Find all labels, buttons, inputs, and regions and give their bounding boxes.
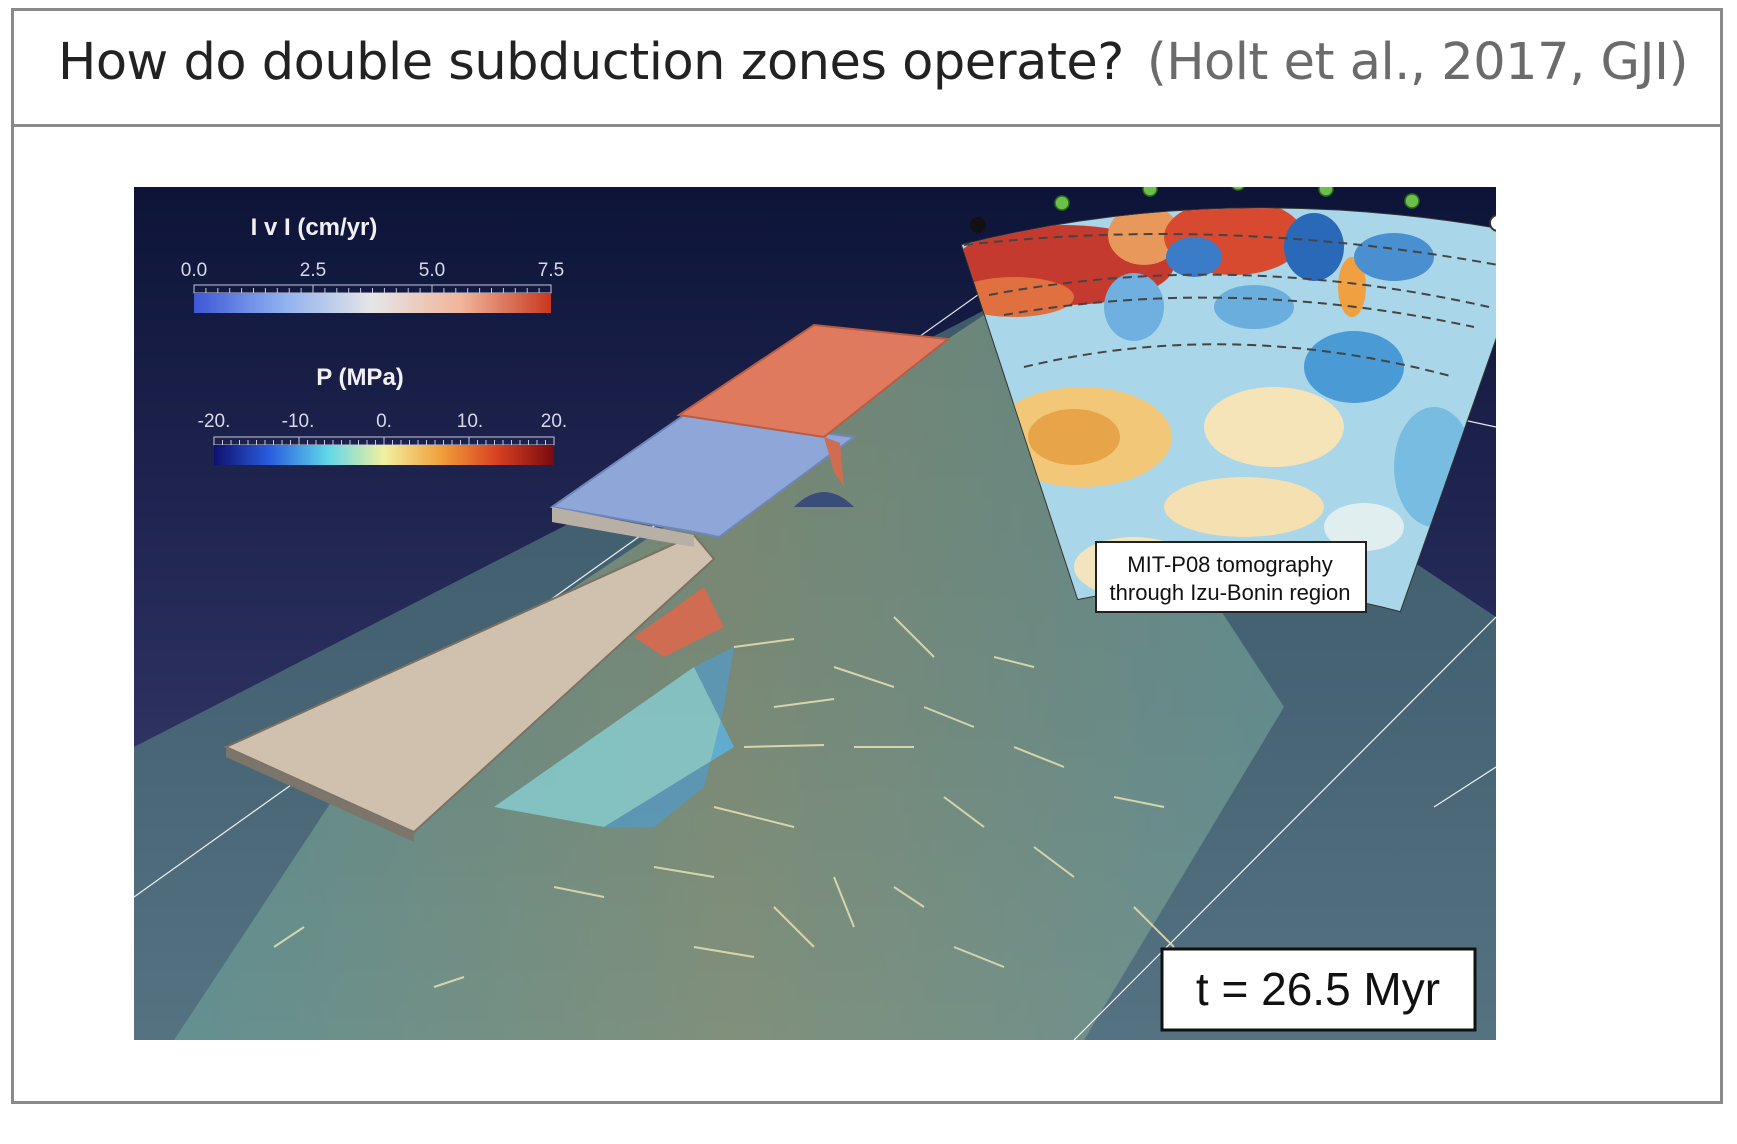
profile-endpoint-marker [970,217,986,233]
pressure-tick-label: 10. [457,411,483,432]
subducting-plate-edge [226,747,414,842]
simulation-render: I v I (cm/yr) 0.0 2.5 5.0 7.5 P (MPa) -2… [134,187,1496,1040]
pressure-gradient [214,445,554,465]
middle-plate-edge [552,507,694,547]
velocity-colorbar: I v I (cm/yr) 0.0 2.5 5.0 7.5 [181,214,564,313]
slide-frame: How do double subduction zones operate? … [11,8,1723,1104]
pressure-tick-label: -10. [282,411,315,432]
velocity-tick-label: 2.5 [300,260,326,281]
slab-pressure-shadow [604,647,734,827]
tomography-label-line1: MIT-P08 tomography [1127,552,1332,577]
velocity-gradient [194,293,551,313]
slide-title: How do double subduction zones operate? [58,33,1124,92]
trench-marker [1404,193,1420,209]
velocity-tick-label: 0.0 [181,260,207,281]
trench-marker [1142,187,1158,197]
overriding-slab-dip [824,437,844,487]
trench-marker [1054,195,1070,211]
middle-plate [549,413,857,539]
trench-marker [1318,187,1334,197]
slide-header: How do double subduction zones operate? … [14,11,1720,127]
trench-marker [1231,187,1245,191]
pressure-colorbar-title: P (MPa) [316,364,404,391]
slab-tip [794,492,854,507]
profile-endpoint-marker [1489,214,1496,232]
pressure-tick-label: 20. [541,411,567,432]
tomography-label-box [1095,541,1367,613]
pressure-tick-label: -20. [198,411,231,432]
tomography-inset: MIT-P08 tomography through Izu-Bonin reg… [960,187,1496,613]
time-label-box [1160,947,1477,1032]
pressure-tick-label: 0. [376,411,392,432]
subducted-slab-lower [494,667,734,827]
simulation-figure: I v I (cm/yr) 0.0 2.5 5.0 7.5 P (MPa) -2… [134,187,1496,1040]
overriding-plate [676,323,951,439]
time-label: t = 26.5 Myr [1196,963,1440,1015]
velocity-tick-label: 5.0 [419,260,445,281]
depth-contours [963,233,1496,378]
slab-front-dip [634,587,724,657]
velocity-arrows [273,616,1175,988]
velocity-tick-label: 7.5 [538,260,564,281]
tomography-label-line2: through Izu-Bonin region [1110,580,1351,605]
citation: (Holt et al., 2017, GJI) [1146,33,1689,92]
velocity-colorbar-title: I v I (cm/yr) [251,214,378,241]
pressure-colorbar: P (MPa) -20. -10. 0. 10. 20. [198,364,567,465]
